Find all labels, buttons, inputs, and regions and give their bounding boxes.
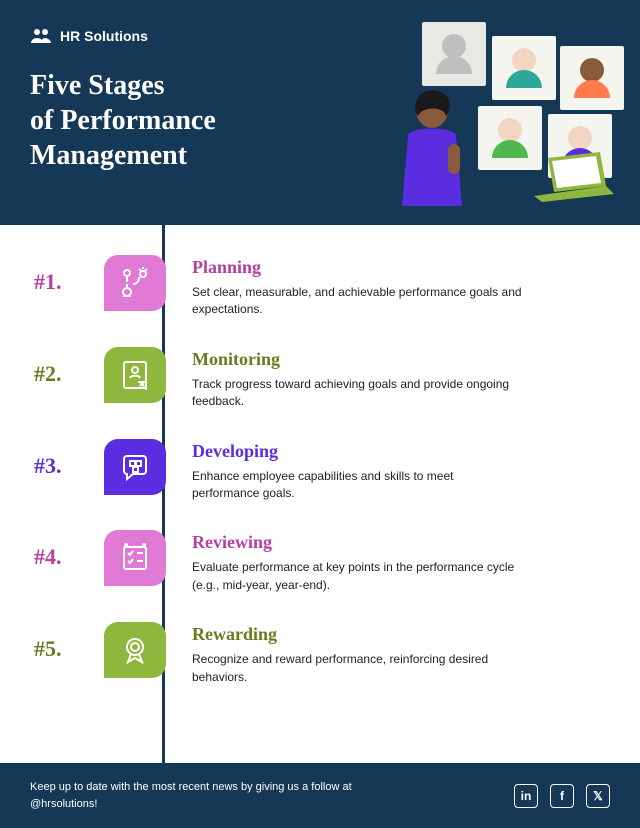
people-icon <box>30 28 52 44</box>
avatar-head <box>580 58 604 82</box>
rewarding-icon <box>104 622 166 678</box>
social-links: in f 𝕏 <box>514 784 610 808</box>
avatar-body <box>574 80 610 98</box>
footer-text: Keep up to date with the most recent new… <box>30 779 390 812</box>
avatar-body <box>492 140 528 158</box>
stage-number: #1. <box>34 255 104 295</box>
laptop-icon <box>534 152 614 202</box>
infographic-page: HR Solutions Five Stagesof PerformanceMa… <box>0 0 640 828</box>
puzzle-tile <box>560 46 624 110</box>
stage-number: #2. <box>34 347 104 387</box>
avatar-head <box>442 34 466 58</box>
stage-row: #4. Reviewing Evaluate performance at ke… <box>34 530 606 594</box>
avatar-body <box>506 70 542 88</box>
stage-description: Enhance employee capabilities and skills… <box>192 468 522 503</box>
stage-title: Developing <box>192 441 606 462</box>
monitoring-icon <box>104 347 166 403</box>
stage-title: Reviewing <box>192 532 606 553</box>
puzzle-tile <box>422 22 486 86</box>
stage-description: Set clear, measurable, and achievable pe… <box>192 284 522 319</box>
stage-row: #2. Monitoring Track progress toward ach… <box>34 347 606 411</box>
stage-row: #5. Rewarding Recognize and reward perfo… <box>34 622 606 686</box>
stage-description: Evaluate performance at key points in th… <box>192 559 522 594</box>
page-title: Five Stagesof PerformanceManagement <box>30 68 290 173</box>
stage-row: #1. Planning Set clear, measurable, and … <box>34 255 606 319</box>
avatar-body <box>436 56 472 74</box>
stage-number: #5. <box>34 622 104 662</box>
hero-illustration <box>360 18 620 208</box>
stage-description: Track progress toward achieving goals an… <box>192 376 522 411</box>
person-illustration <box>390 88 480 228</box>
avatar-head <box>498 118 522 142</box>
stage-number: #3. <box>34 439 104 479</box>
stage-row: #3. Developing Enhance employee capabili… <box>34 439 606 503</box>
stage-number: #4. <box>34 530 104 570</box>
puzzle-tile <box>478 106 542 170</box>
puzzle-tile <box>492 36 556 100</box>
facebook-icon[interactable]: f <box>550 784 574 808</box>
stage-title: Planning <box>192 257 606 278</box>
avatar-head <box>568 126 592 150</box>
brand-name: HR Solutions <box>60 28 148 44</box>
x-icon[interactable]: 𝕏 <box>586 784 610 808</box>
stage-title: Monitoring <box>192 349 606 370</box>
stage-description: Recognize and reward performance, reinfo… <box>192 651 522 686</box>
developing-icon <box>104 439 166 495</box>
linkedin-icon[interactable]: in <box>514 784 538 808</box>
stage-title: Rewarding <box>192 624 606 645</box>
avatar-head <box>512 48 536 72</box>
reviewing-icon <box>104 530 166 586</box>
planning-icon <box>104 255 166 311</box>
stages-timeline: #1. Planning Set clear, measurable, and … <box>0 225 640 763</box>
header: HR Solutions Five Stagesof PerformanceMa… <box>0 0 640 225</box>
footer: Keep up to date with the most recent new… <box>0 763 640 828</box>
